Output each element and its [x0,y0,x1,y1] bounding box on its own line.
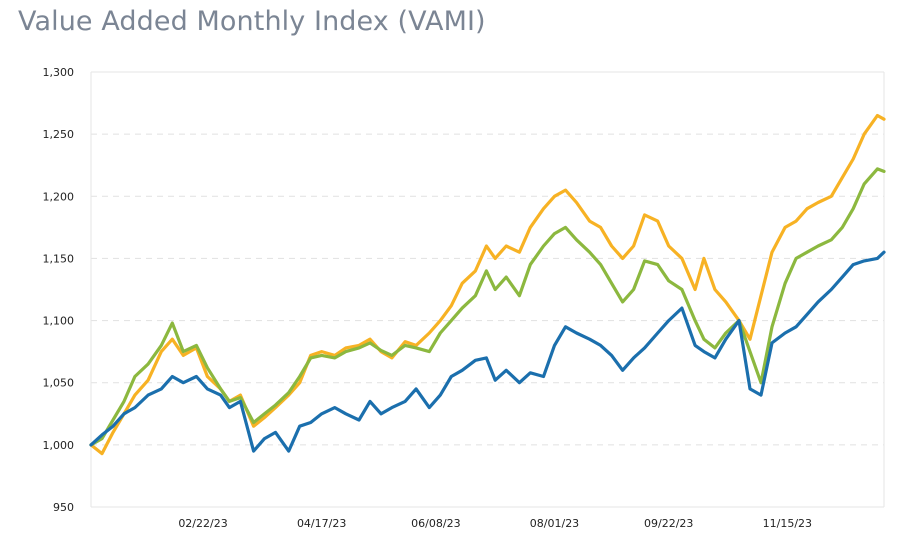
x-tick-label: 08/01/23 [530,517,579,530]
x-tick-label: 04/17/23 [297,517,346,530]
x-tick-label: 06/08/23 [411,517,460,530]
y-tick-label: 1,050 [43,377,75,390]
series-line-3 [89,250,886,453]
y-tick-label: 1,200 [43,190,75,203]
x-tick-label: 09/22/23 [644,517,693,530]
x-axis-tick-labels: 02/22/23 04/17/23 06/08/23 08/01/23 09/22/23… [178,517,812,530]
plot-area-border [90,71,885,508]
series-line-2 [89,167,886,447]
y-tick-label: 950 [53,501,74,514]
y-tick-label: 1,300 [43,66,75,79]
y-tick-label: 1,000 [43,439,75,452]
y-tick-label: 1,100 [43,315,75,328]
chart-title: Value Added Monthly Index (VAMI) [18,6,486,37]
series-lines [89,113,886,456]
series-line-1 [89,113,886,456]
gridlines [91,133,884,446]
x-tick-label: 02/22/23 [178,517,227,530]
x-tick-label: 11/15/23 [763,517,812,530]
y-tick-label: 1,250 [43,128,75,141]
y-tick-label: 1,150 [43,252,75,265]
y-axis-tick-labels: 950 1,000 1,050 1,100 1,150 1,200 1,250 1,300 [43,66,75,514]
